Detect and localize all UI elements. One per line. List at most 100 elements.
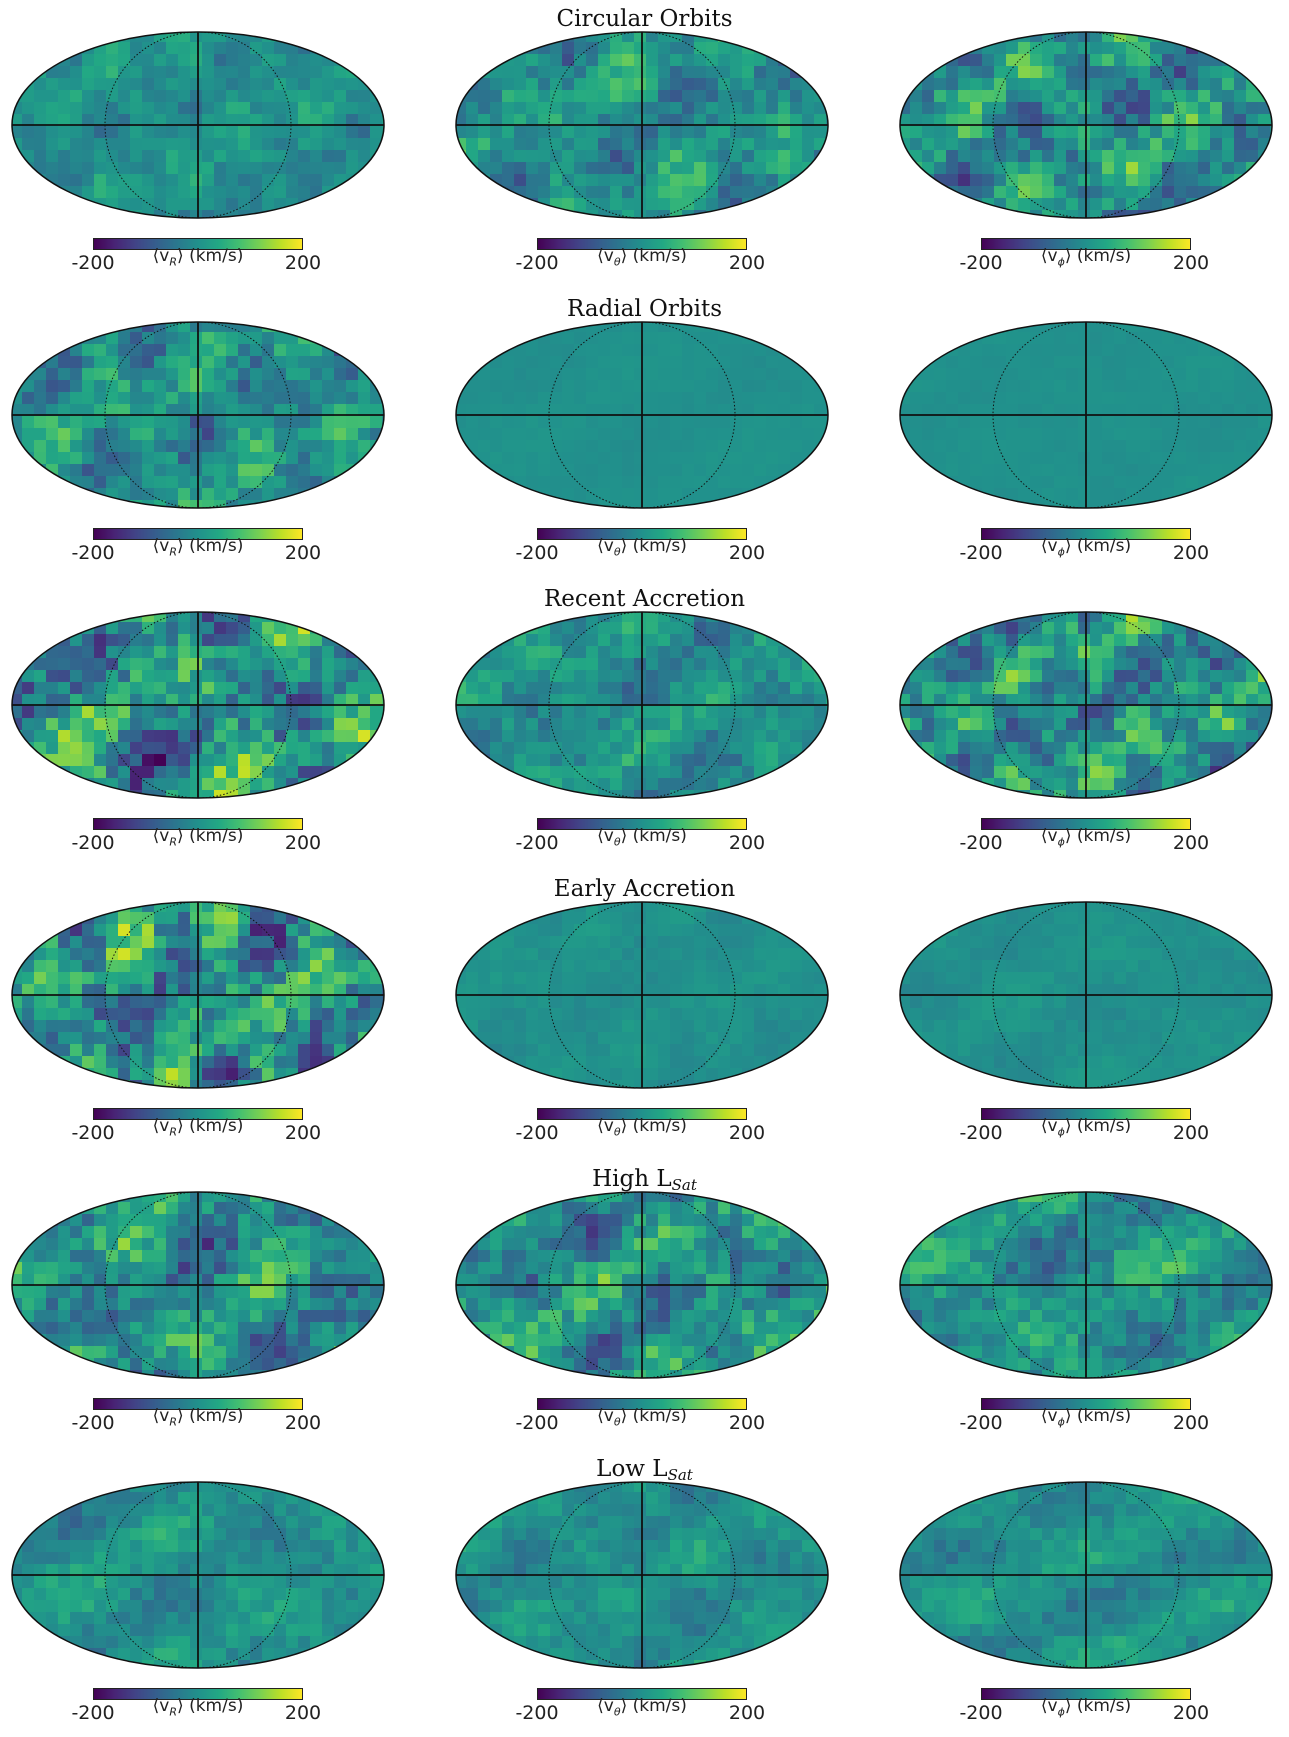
colorbar	[93, 1398, 303, 1410]
colorbar-tick-max: 200	[1172, 1412, 1210, 1434]
row-title: Recent Accretion	[0, 586, 1289, 612]
colorbar-label-subscript: θ	[613, 545, 621, 559]
sky-map	[11, 1481, 385, 1669]
colorbar-label-prefix: ⟨v	[597, 1406, 614, 1426]
colorbar-label: ⟨vR⟩ (km/s)	[93, 1407, 303, 1431]
colorbar-label-subscript: R	[169, 255, 178, 269]
colorbar-label-prefix: ⟨v	[152, 826, 170, 846]
colorbar-tick-min: -200	[515, 832, 559, 854]
sky-map	[11, 901, 385, 1089]
colorbar-label-suffix: ⟩ (km/s)	[1064, 1696, 1132, 1716]
colorbar-tick-min: -200	[71, 1702, 115, 1724]
row-title-main: Circular Orbits	[556, 6, 733, 32]
sky-map	[455, 901, 829, 1089]
row-title-main: Radial Orbits	[567, 296, 722, 322]
colorbar-tick-min: -200	[515, 252, 559, 274]
row-title-main: Recent Accretion	[543, 586, 746, 612]
colorbar-label-subscript: θ	[613, 1705, 621, 1719]
colorbar-label-suffix: ⟩ (km/s)	[177, 536, 244, 556]
colorbar-label-prefix: ⟨v	[597, 1696, 614, 1716]
colorbar-label-prefix: ⟨v	[597, 246, 614, 266]
colorbar-label: ⟨vθ⟩ (km/s)	[537, 1697, 747, 1721]
colorbar-label-suffix: ⟩ (km/s)	[620, 1696, 687, 1716]
colorbar	[981, 1398, 1191, 1410]
colorbar-label-subscript: ϕ	[1057, 1415, 1065, 1429]
colorbar-label-prefix: ⟨v	[152, 1406, 170, 1426]
colorbar-label-suffix: ⟩ (km/s)	[620, 1406, 687, 1426]
colorbar-tick-max: 200	[284, 542, 322, 564]
colorbar-tick-min: -200	[959, 1702, 1003, 1724]
colorbar-label-subscript: R	[169, 545, 178, 559]
colorbar-label: ⟨vθ⟩ (km/s)	[537, 827, 747, 851]
sky-map	[455, 611, 829, 799]
colorbar-label: ⟨vR⟩ (km/s)	[93, 537, 303, 561]
colorbar-label: ⟨vθ⟩ (km/s)	[537, 247, 747, 271]
colorbar-label-suffix: ⟩ (km/s)	[620, 536, 687, 556]
colorbar-label: ⟨vϕ⟩ (km/s)	[981, 247, 1191, 271]
colorbar-label-subscript: ϕ	[1057, 255, 1065, 269]
colorbar-label-subscript: ϕ	[1057, 1705, 1065, 1719]
colorbar-label-subscript: ϕ	[1057, 545, 1065, 559]
colorbar-label-suffix: ⟩ (km/s)	[1064, 246, 1132, 266]
colorbar-tick-max: 200	[284, 252, 322, 274]
colorbar-label-subscript: ϕ	[1057, 1125, 1065, 1139]
sky-map	[455, 321, 829, 509]
colorbar-label-suffix: ⟩ (km/s)	[620, 246, 687, 266]
colorbar-tick-min: -200	[959, 832, 1003, 854]
colorbar-label: ⟨vϕ⟩ (km/s)	[981, 1407, 1191, 1431]
colorbar-tick-max: 200	[1172, 1702, 1210, 1724]
colorbar-label-subscript: R	[169, 1705, 178, 1719]
colorbar	[537, 238, 747, 250]
colorbar-tick-min: -200	[71, 832, 115, 854]
colorbar-label-subscript: R	[169, 835, 178, 849]
colorbar-label-prefix: ⟨v	[1040, 246, 1058, 266]
colorbar	[93, 1108, 303, 1120]
sky-map	[455, 1481, 829, 1669]
colorbar	[981, 818, 1191, 830]
colorbar-label-prefix: ⟨v	[1040, 1116, 1058, 1136]
colorbar	[537, 1108, 747, 1120]
colorbar-label-prefix: ⟨v	[1040, 826, 1058, 846]
colorbar-label: ⟨vR⟩ (km/s)	[93, 247, 303, 271]
colorbar	[93, 818, 303, 830]
sky-map	[899, 1481, 1273, 1669]
colorbar-tick-min: -200	[71, 1412, 115, 1434]
sky-map	[899, 611, 1273, 799]
sky-map	[11, 1191, 385, 1379]
row-title-subscript: Sat	[667, 1466, 693, 1484]
row-title: Low LSat	[0, 1456, 1289, 1488]
colorbar-label: ⟨vθ⟩ (km/s)	[537, 1117, 747, 1141]
colorbar	[981, 238, 1191, 250]
colorbar-label-suffix: ⟩ (km/s)	[177, 1696, 244, 1716]
colorbar-label-subscript: θ	[613, 1125, 621, 1139]
sky-map	[899, 901, 1273, 1089]
row-title: Radial Orbits	[0, 296, 1289, 322]
colorbar-label-suffix: ⟩ (km/s)	[1064, 536, 1132, 556]
colorbar-tick-max: 200	[728, 1412, 766, 1434]
colorbar	[93, 238, 303, 250]
colorbar	[981, 1688, 1191, 1700]
colorbar-label-prefix: ⟨v	[597, 536, 614, 556]
colorbar-label-suffix: ⟩ (km/s)	[1064, 1406, 1132, 1426]
colorbar-tick-min: -200	[515, 1412, 559, 1434]
colorbar-tick-min: -200	[515, 1702, 559, 1724]
colorbar-label: ⟨vθ⟩ (km/s)	[537, 1407, 747, 1431]
colorbar-tick-max: 200	[1172, 542, 1210, 564]
colorbar-label-subscript: θ	[613, 1415, 621, 1429]
row-title-main: Low L	[596, 1456, 668, 1482]
colorbar-label-prefix: ⟨v	[152, 246, 170, 266]
row-title-subscript: Sat	[671, 1176, 697, 1194]
row-title: Circular Orbits	[0, 6, 1289, 32]
sky-map	[11, 321, 385, 509]
colorbar	[537, 818, 747, 830]
colorbar	[537, 1398, 747, 1410]
colorbar	[981, 1108, 1191, 1120]
colorbar-tick-min: -200	[71, 252, 115, 274]
colorbar-label-prefix: ⟨v	[152, 1696, 170, 1716]
colorbar-label-suffix: ⟩ (km/s)	[620, 826, 687, 846]
colorbar-label-subscript: θ	[613, 255, 621, 269]
sky-map	[899, 321, 1273, 509]
colorbar-tick-min: -200	[959, 542, 1003, 564]
row-title-main: Early Accretion	[553, 876, 736, 902]
colorbar-tick-max: 200	[728, 542, 766, 564]
